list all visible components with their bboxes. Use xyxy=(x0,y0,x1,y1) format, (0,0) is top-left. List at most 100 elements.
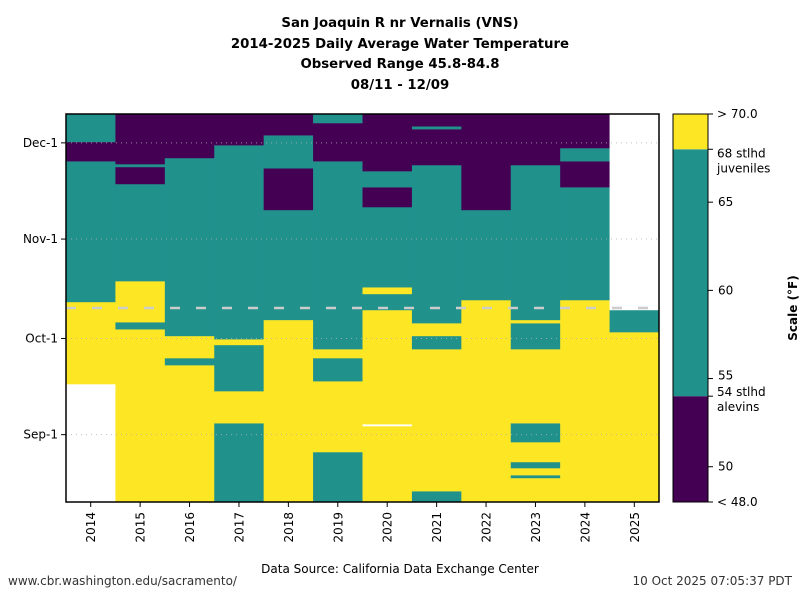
x-tick-label: 2024 xyxy=(578,512,592,543)
colorbar-tick-label-line2: juveniles xyxy=(716,161,770,175)
heatmap-cell-2025-none xyxy=(609,114,660,311)
colorbar-tick-label: 65 xyxy=(718,195,733,209)
x-tick-label: 2017 xyxy=(232,512,246,543)
heatmap-cell-2021-mid xyxy=(411,164,462,324)
heatmap-cell-2019-mid xyxy=(313,114,363,124)
colorbar-tick-label-line2: alevins xyxy=(717,400,759,414)
heatmap-cell-2020-mid xyxy=(362,206,413,288)
heatmap-cell-2025-mid xyxy=(609,309,660,333)
heatmap-cell-2024-high xyxy=(560,299,611,503)
heatmap-cell-2021-mid xyxy=(411,491,462,503)
heatmap-cell-2023-mid xyxy=(510,475,561,479)
website-link[interactable]: www.cbr.washington.edu/sacramento/ xyxy=(8,574,237,588)
heatmap-cell-2023-low xyxy=(510,114,561,166)
colorbar-band xyxy=(673,396,708,502)
heatmap-cell-2021-low xyxy=(411,129,462,166)
heatmap-cell-2014-high xyxy=(66,301,116,385)
data-source-note: Data Source: California Data Exchange Ce… xyxy=(261,562,539,576)
heatmap-cell-2019-high xyxy=(313,349,363,359)
heatmap-cell-2023-mid xyxy=(510,423,561,443)
y-axis: Sep-1 Oct-1 Nov-1 Dec-1 xyxy=(23,136,66,442)
heatmap-cell-2023-high xyxy=(510,442,561,463)
heatmap-cell-2017-mid xyxy=(214,344,265,392)
colorbar-tick-label: 50 xyxy=(718,460,733,474)
heatmap-cell-2020-mid xyxy=(362,171,413,188)
heatmap-cell-2020-mid xyxy=(362,293,413,311)
heatmap-cell-2022-low xyxy=(461,114,512,211)
x-tick-label: 2020 xyxy=(381,512,395,543)
heatmap-cell-2016-mid xyxy=(164,157,215,337)
heatmap-cells xyxy=(66,114,660,503)
heatmap-cell-2017-mid xyxy=(214,145,265,340)
heatmap-cell-2020-high xyxy=(362,287,413,295)
x-tick-label: 2022 xyxy=(480,512,494,543)
heatmap-cell-2015-low xyxy=(115,166,166,185)
chart-title: San Joaquin R nr Vernalis (VNS) 2014-202… xyxy=(0,14,800,96)
heatmap-cell-2018-mid xyxy=(263,135,314,169)
x-tick-label: 2025 xyxy=(628,512,642,543)
heatmap-cell-2024-low xyxy=(560,161,611,188)
heatmap-cell-2014-none xyxy=(66,384,116,503)
heatmap-cell-2017-high xyxy=(214,339,265,346)
x-tick-label: 2019 xyxy=(331,512,345,543)
x-tick-label: 2014 xyxy=(84,512,98,543)
heatmap-cell-2016-low xyxy=(164,114,215,159)
x-tick-label: 2016 xyxy=(183,512,197,543)
chart-title-line-1: San Joaquin R nr Vernalis (VNS) xyxy=(281,16,519,31)
colorbar-tick-label: < 48.0 xyxy=(717,495,758,509)
heatmap-cell-2021-mid xyxy=(411,335,462,350)
heatmap-cell-2017-high xyxy=(214,391,265,424)
chart-title-line-4: 08/11 - 12/09 xyxy=(350,77,450,93)
heatmap-cell-2021-mid xyxy=(411,126,462,130)
heatmap-cell-2022-mid xyxy=(461,209,512,301)
heatmap-cell-2022-high xyxy=(461,299,512,503)
y-tick-label: Sep-1 xyxy=(23,428,58,442)
heatmap-cell-2024-mid xyxy=(560,187,611,301)
heatmap-cell-2016-high xyxy=(164,335,215,359)
x-axis: 2014 2015 2016 2017 2018 2019 2020 2021 2022 2023… xyxy=(84,502,642,543)
heatmap-cell-2023-high xyxy=(510,468,561,476)
heatmap-cell-2014-mid xyxy=(66,114,116,143)
heatmap-cell-2025-high xyxy=(609,332,660,503)
colorbar-tick-label: > 70.0 xyxy=(717,107,758,121)
heatmap-cell-2015-low xyxy=(115,114,166,165)
x-tick-label: 2023 xyxy=(529,512,543,543)
heatmap-cell-2024-low xyxy=(560,114,611,149)
heatmap-cell-2017-mid xyxy=(214,423,265,503)
heatmap-cell-2021-high xyxy=(411,349,462,492)
heatmap-cell-2016-high xyxy=(164,365,215,503)
heatmap-cell-2020-low xyxy=(362,187,413,208)
heatmap-cell-2021-high xyxy=(411,323,462,337)
heatmap-cell-2019-mid xyxy=(313,161,363,350)
heatmap-cell-2018-high xyxy=(263,319,314,503)
x-tick-label: 2021 xyxy=(430,512,444,543)
heatmap-cell-2020-high xyxy=(362,309,413,425)
heatmap-cell-2020-none xyxy=(362,424,413,427)
heatmap-cell-2016-mid xyxy=(164,358,215,366)
heatmap-cell-2014-mid xyxy=(66,161,116,303)
heatmap-cell-2019-mid xyxy=(313,358,363,382)
heatmap-cell-2019-mid xyxy=(313,451,363,503)
heatmap-cell-2015-high xyxy=(115,281,166,323)
heatmap-cell-2020-high xyxy=(362,426,413,503)
heatmap-cell-2015-mid xyxy=(115,322,166,330)
heatmap-cell-2018-mid xyxy=(263,209,314,321)
heatmap-cell-2023-high xyxy=(510,477,561,503)
colorbar-tick-label: 68 stlhd xyxy=(717,146,766,160)
heatmap-cell-2015-mid xyxy=(115,183,166,282)
heatmap-cell-2023-high xyxy=(510,319,561,324)
colorbar-band xyxy=(673,149,708,397)
heatmap-cell-2019-high xyxy=(313,381,363,453)
chart-title-line-3: Observed Range 45.8-84.8 xyxy=(300,57,500,72)
x-tick-label: 2018 xyxy=(282,512,296,543)
heatmap-cell-2020-low xyxy=(362,114,413,172)
heatmap-cell-2014-low xyxy=(66,141,116,162)
heatmap-cell-2018-low xyxy=(263,168,314,211)
x-tick-label: 2015 xyxy=(134,512,148,543)
heatmap-cell-2019-low xyxy=(313,122,363,162)
heatmap-cell-2018-low xyxy=(263,114,314,136)
colorbar-tick-label: 60 xyxy=(718,283,733,297)
heatmap-cell-2021-low xyxy=(411,114,462,127)
